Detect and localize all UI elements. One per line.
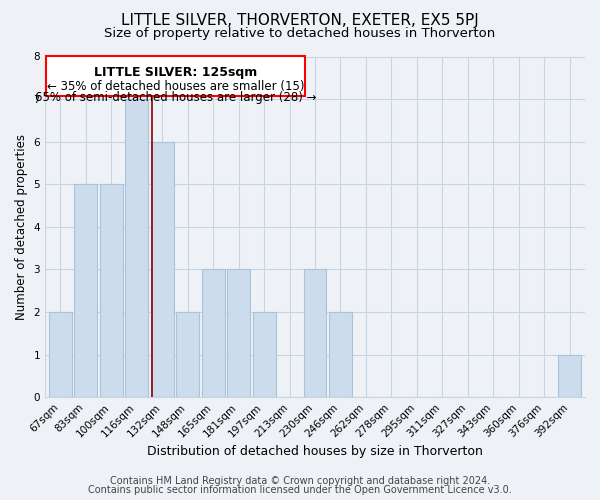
- Text: LITTLE SILVER: 125sqm: LITTLE SILVER: 125sqm: [94, 66, 257, 79]
- Bar: [227, 270, 250, 397]
- Bar: [558, 354, 581, 397]
- Text: Size of property relative to detached houses in Thorverton: Size of property relative to detached ho…: [104, 28, 496, 40]
- Bar: [304, 270, 326, 397]
- X-axis label: Distribution of detached houses by size in Thorverton: Distribution of detached houses by size …: [147, 444, 483, 458]
- Bar: [176, 312, 199, 397]
- Text: Contains HM Land Registry data © Crown copyright and database right 2024.: Contains HM Land Registry data © Crown c…: [110, 476, 490, 486]
- Bar: [202, 270, 224, 397]
- Bar: [46, 56, 305, 96]
- Text: Contains public sector information licensed under the Open Government Licence v3: Contains public sector information licen…: [88, 485, 512, 495]
- Text: LITTLE SILVER, THORVERTON, EXETER, EX5 5PJ: LITTLE SILVER, THORVERTON, EXETER, EX5 5…: [121, 12, 479, 28]
- Bar: [49, 312, 72, 397]
- Text: 65% of semi-detached houses are larger (28) →: 65% of semi-detached houses are larger (…: [35, 92, 316, 104]
- Bar: [100, 184, 123, 397]
- Text: ← 35% of detached houses are smaller (15): ← 35% of detached houses are smaller (15…: [47, 80, 304, 93]
- Bar: [329, 312, 352, 397]
- Bar: [74, 184, 97, 397]
- Bar: [253, 312, 275, 397]
- Bar: [151, 142, 173, 397]
- Bar: [125, 99, 148, 397]
- Y-axis label: Number of detached properties: Number of detached properties: [15, 134, 28, 320]
